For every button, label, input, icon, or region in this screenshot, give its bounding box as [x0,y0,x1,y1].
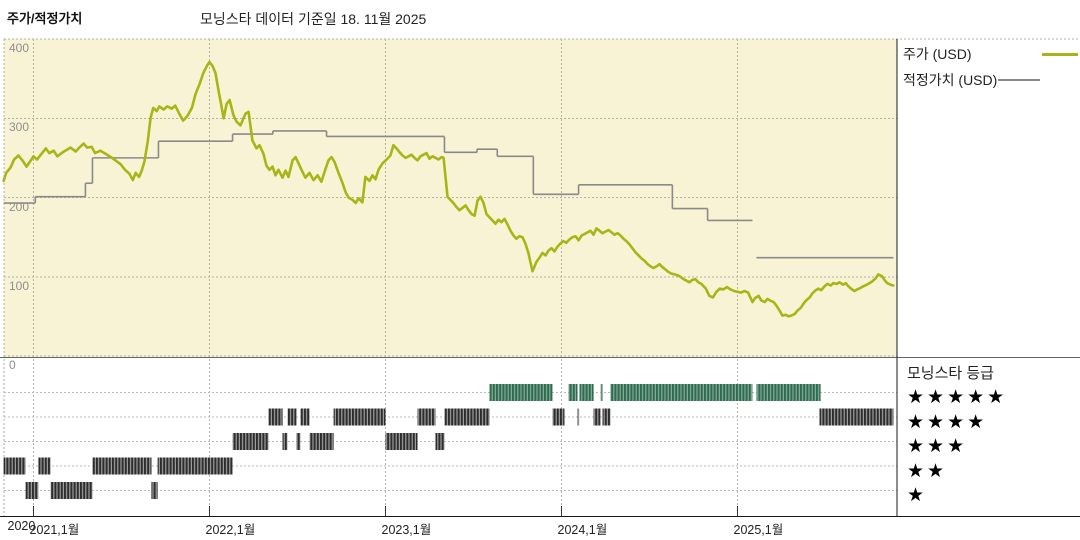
legend-item-price: 주가 (USD) [903,41,1078,67]
x-axis-label: 2021,1월 [29,523,80,537]
x-axis-label: 2025,1월 [733,523,784,537]
y-axis-label: 400 [9,41,30,55]
star-rating-rows: ★★★★★ ★★★★ ★★★ ★★ ★ [907,386,1077,509]
price-line-swatch [1042,52,1078,56]
ratings-legend-title: 모닝스타 등급 [907,365,994,382]
ratings-legend: 모닝스타 등급 ★★★★★ ★★★★ ★★★ ★★ ★ [907,362,1077,509]
as-of-date-label: 모닝스타 데이터 기준일 18. 11월 2025 [200,11,427,27]
star-rating-row-3: ★★★ [907,436,968,457]
legend-item-fair-value: 적정가치 (USD) [903,67,1078,93]
x-axis-label: 2024,1월 [557,523,608,537]
y-axis-label: 0 [9,358,16,372]
star-rating-row-2: ★★ [907,460,948,482]
series-legend: 주가 (USD) 적정가치 (USD) [903,41,1078,93]
star-rating-row-4: ★★★★ [907,411,988,433]
fair-value-line-swatch [998,79,1041,81]
x-axis-label: 2023,1월 [381,523,432,537]
star-rating-row-1: ★ [907,485,928,506]
x-axis-label: 2022,1월 [205,523,256,537]
chart-title: 주가/적정가치 [7,11,83,26]
legend-fair-value-label: 적정가치 (USD) [903,72,998,88]
y-axis-label: 200 [9,199,30,214]
y-axis-label: 300 [9,120,30,135]
star-rating-row-5: ★★★★★ [907,387,1008,408]
legend-price-label: 주가 (USD) [903,46,972,62]
y-axis-label: 100 [9,278,30,293]
x-axis-label: 2020 [7,519,36,533]
